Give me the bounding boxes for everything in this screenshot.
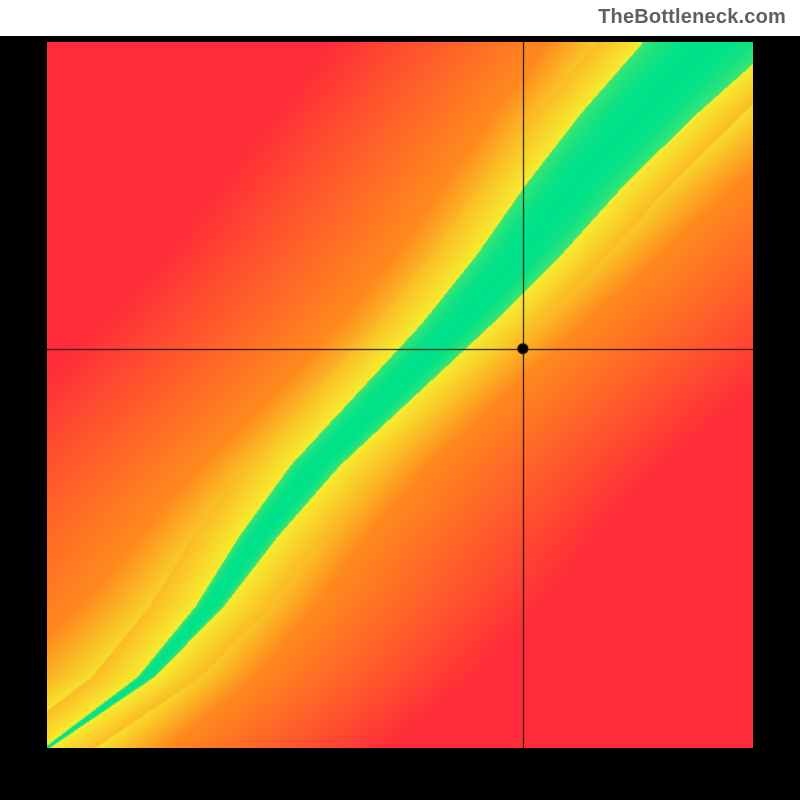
attribution-text: TheBottleneck.com [598, 6, 786, 29]
crosshair-overlay [47, 42, 753, 748]
chart-container: TheBottleneck.com [0, 0, 800, 800]
